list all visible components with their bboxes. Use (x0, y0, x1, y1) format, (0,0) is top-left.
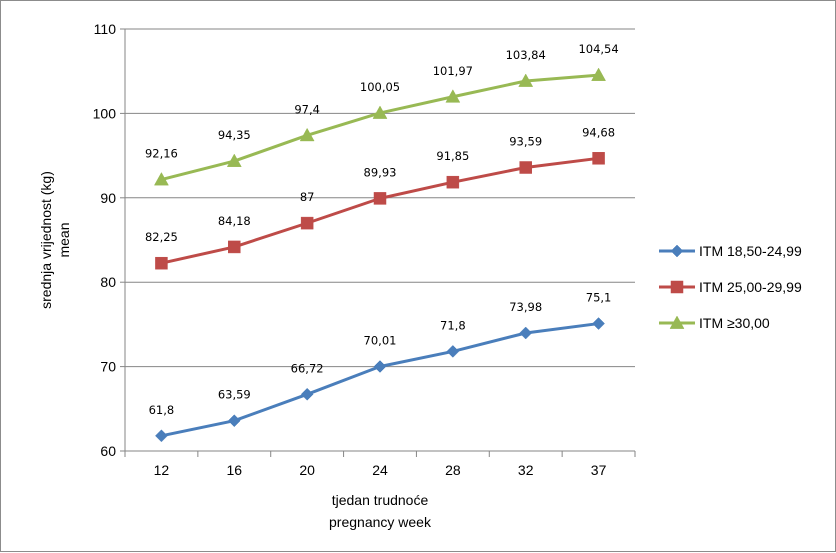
data-label: 97,4 (294, 102, 320, 116)
series-2-point (373, 192, 387, 205)
axis-labels: srednja vrijednost (kg) mean tjedan trud… (38, 171, 432, 530)
series-1-point (227, 414, 241, 428)
legend-label: ITM ≥30,00 (699, 315, 770, 331)
data-label: 71,8 (440, 318, 466, 332)
x-tick-labels: 12 16 20 24 28 32 37 (154, 462, 607, 478)
x-axis-label-line-1: tjedan trudnoće (332, 492, 429, 508)
x-axis-label-line-2: pregnancy week (329, 514, 432, 530)
series-2-point (446, 175, 460, 189)
data-label: 61,8 (149, 403, 175, 417)
data-label: 87 (300, 190, 315, 204)
series-2-point (155, 256, 168, 270)
data-label: 84,18 (218, 214, 251, 228)
y-tick-label: 80 (100, 274, 116, 290)
series-3-point (445, 89, 461, 103)
x-tick-label: 24 (372, 462, 388, 478)
data-label: 93,59 (509, 135, 542, 149)
legend-item-3: ITM ≥30,00 (659, 315, 770, 331)
series-1-point (446, 345, 460, 358)
series-3-point (226, 153, 242, 167)
y-axis-label-line-1: srednja vrijednost (kg) (38, 171, 54, 309)
data-label: 89,93 (364, 165, 397, 179)
axes (120, 28, 636, 457)
legend-marker (669, 315, 685, 329)
y-tick-label: 60 (100, 443, 116, 459)
x-tick-label: 20 (299, 462, 315, 478)
legend-label: ITM 18,50-24,99 (699, 243, 802, 259)
data-label: 100,05 (360, 80, 400, 94)
data-label: 104,54 (578, 42, 618, 56)
series-3-point (372, 105, 388, 119)
series-3-point (518, 73, 534, 87)
data-label: 94,35 (218, 128, 251, 142)
legend-item-1: ITM 18,50-24,99 (659, 243, 802, 259)
data-label: 75,1 (586, 291, 612, 305)
data-label: 63,59 (218, 388, 251, 402)
y-tick-labels: 60 70 80 90 100 110 (93, 21, 117, 459)
data-label: 103,84 (506, 48, 546, 62)
data-label: 92,16 (145, 147, 178, 161)
series-2-point (592, 152, 605, 165)
y-tick-label: 70 (100, 359, 116, 375)
series-1-point (519, 326, 533, 340)
x-tick-label: 32 (518, 462, 534, 478)
data-label: 101,97 (433, 64, 473, 78)
legend: ITM 18,50-24,99 ITM 25,00-29,99 ITM ≥30,00 (659, 243, 802, 331)
legend-marker (670, 244, 684, 258)
series-3-point (154, 172, 169, 186)
legend-label: ITM 25,00-29,99 (699, 279, 802, 295)
y-tick-label: 100 (93, 105, 117, 121)
series-2-point (300, 216, 314, 230)
series-1-point (373, 360, 387, 373)
x-tick-label: 12 (154, 462, 170, 478)
data-label: 66,72 (291, 361, 324, 375)
data-label: 94,68 (582, 125, 615, 139)
data-label: 73,98 (509, 300, 542, 314)
series-3-point (299, 127, 315, 142)
series-2-point (519, 161, 532, 174)
series-3-point (591, 67, 606, 81)
legend-marker (670, 280, 684, 294)
data-labels: 61,8 63,59 66,72 70,01 71,8 73,98 75,1 82,25 84,… (145, 42, 619, 417)
x-tick-label: 28 (445, 462, 461, 478)
series-1-point (592, 317, 605, 330)
data-label: 70,01 (364, 334, 397, 348)
data-label: 82,25 (145, 230, 178, 244)
series-1-point (300, 387, 314, 401)
series-1-point (155, 429, 168, 443)
y-axis-label-line-2: mean (56, 222, 72, 257)
legend-item-2: ITM 25,00-29,99 (659, 279, 802, 295)
series-group (154, 67, 606, 443)
data-label: 91,85 (436, 149, 469, 163)
y-tick-label: 110 (94, 21, 117, 37)
y-tick-label: 90 (100, 190, 116, 206)
series-2-point (228, 240, 241, 254)
x-tick-label: 37 (591, 462, 607, 478)
x-tick-label: 16 (226, 462, 242, 478)
